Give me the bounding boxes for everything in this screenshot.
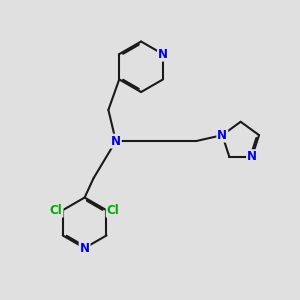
Text: N: N (217, 129, 227, 142)
Text: N: N (80, 242, 90, 255)
Text: Cl: Cl (107, 204, 119, 217)
Text: N: N (158, 48, 168, 61)
Text: Cl: Cl (50, 204, 63, 217)
Text: N: N (247, 150, 257, 163)
Text: N: N (111, 135, 121, 148)
